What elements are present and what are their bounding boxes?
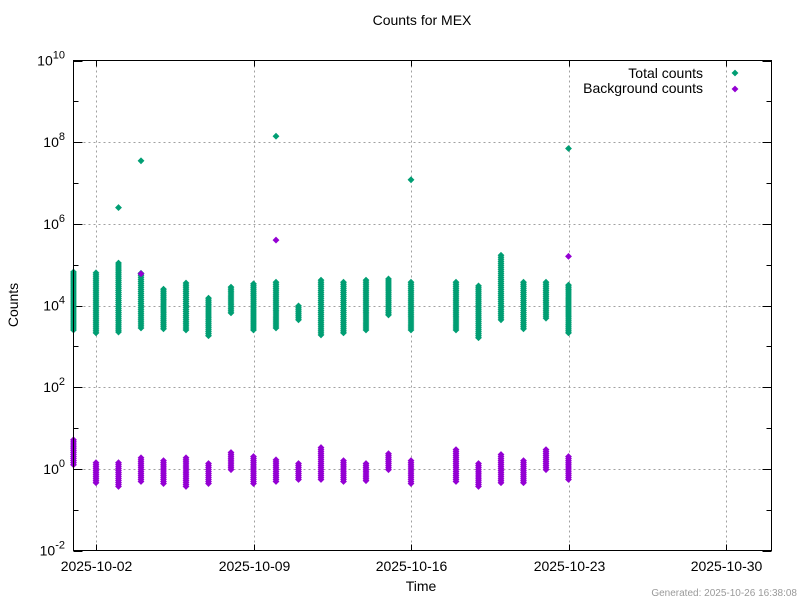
x-tick-label: 2025-10-02: [61, 558, 133, 574]
background-counts-point: [272, 478, 280, 485]
background-counts-point: [542, 466, 550, 474]
total-counts-point: [227, 309, 235, 317]
background-counts-point: [565, 476, 572, 483]
plot-border: [73, 60, 772, 551]
x-axis-label: Time: [406, 578, 437, 594]
total-counts-point: [295, 316, 302, 324]
total-counts-point: [362, 326, 370, 334]
legend-marker-total: [731, 69, 739, 77]
y-tick-base: 10: [43, 461, 59, 477]
outlier-point: [115, 204, 122, 212]
background-counts-point: [520, 479, 527, 487]
outlier-point: [407, 176, 415, 184]
legend-label-background: Background counts: [583, 80, 703, 96]
background-counts-point: [295, 476, 302, 483]
background-counts-point: [160, 480, 167, 487]
outlier-point: [272, 236, 280, 244]
total-counts-point: [115, 328, 122, 336]
background-counts-point: [385, 466, 392, 474]
total-counts-point: [182, 326, 190, 334]
y-tick-label: 102: [43, 376, 65, 395]
total-counts-point: [317, 331, 325, 339]
y-tick-base: 10: [43, 298, 59, 314]
total-counts-point: [407, 326, 415, 334]
background-counts-point: [250, 480, 257, 487]
chart-title: Counts for MEX: [373, 12, 472, 28]
y-tick-label: 106: [43, 213, 65, 232]
background-counts-point: [92, 479, 100, 487]
legend-marker-background: [731, 85, 739, 93]
background-counts-point: [205, 480, 212, 487]
total-counts-point: [160, 325, 167, 333]
total-counts-point: [497, 316, 505, 324]
total-counts-point: [452, 326, 460, 334]
y-tick-base: 10: [43, 216, 59, 232]
data-points: [70, 132, 572, 490]
y-axis-label: Counts: [5, 283, 21, 327]
outlier-point: [565, 252, 572, 260]
y-tick-exponent: 10: [53, 50, 65, 62]
y-tick-base: 10: [37, 53, 53, 69]
background-counts-point: [452, 478, 460, 485]
y-tick-base: 10: [43, 379, 59, 395]
total-counts-point: [385, 311, 392, 319]
outlier-point: [565, 145, 572, 152]
y-tick-base: 10: [40, 543, 56, 559]
background-counts-point: [227, 466, 235, 474]
background-counts-point: [317, 476, 325, 483]
y-tick-label: 108: [43, 131, 65, 150]
y-tick-label: 104: [43, 295, 65, 314]
y-tick-exponent: 0: [59, 458, 65, 470]
y-tick-exponent: 4: [59, 295, 65, 307]
background-counts-point: [362, 477, 370, 485]
y-tick-exponent: -2: [55, 540, 65, 552]
total-counts-point: [272, 324, 280, 332]
x-tick-label: 2025-10-16: [376, 558, 448, 574]
x-tick-label: 2025-10-23: [534, 558, 606, 574]
y-tick-base: 10: [43, 134, 59, 150]
background-counts-point: [497, 479, 505, 487]
total-counts-point: [137, 324, 145, 332]
y-tick-exponent: 2: [59, 376, 65, 388]
background-counts-point: [340, 478, 347, 485]
total-counts-point: [92, 329, 100, 337]
total-counts-point: [475, 334, 482, 342]
y-tick-label: 100: [43, 458, 65, 477]
total-counts-point: [250, 326, 257, 334]
total-counts-point: [542, 314, 550, 322]
outlier-point: [137, 157, 145, 165]
legend: Total counts Background counts: [583, 65, 739, 96]
generated-timestamp: Generated: 2025-10-26 16:38:08: [651, 588, 797, 599]
outlier-point: [272, 132, 280, 140]
total-counts-point: [565, 329, 572, 337]
y-tick-label: 1010: [37, 50, 65, 69]
total-counts-point: [520, 325, 527, 333]
y-tick-label: 10-2: [40, 540, 65, 559]
y-tick-exponent: 8: [59, 131, 65, 143]
background-counts-point: [137, 478, 145, 485]
background-counts-point: [407, 480, 415, 487]
background-counts-point: [475, 482, 482, 490]
outlier-point: [137, 270, 145, 278]
y-tick-exponent: 6: [59, 213, 65, 225]
background-counts-point: [115, 482, 122, 490]
total-counts-point: [205, 332, 212, 340]
legend-label-total: Total counts: [628, 65, 703, 81]
axis-ticks: [73, 60, 772, 552]
x-tick-labels: 2025-10-02 2025-10-09 2025-10-16 2025-10-23…: [61, 558, 763, 574]
background-counts-point: [182, 482, 190, 490]
x-tick-label: 2025-10-30: [691, 558, 763, 574]
x-tick-label: 2025-10-09: [219, 558, 291, 574]
total-counts-point: [340, 329, 347, 337]
